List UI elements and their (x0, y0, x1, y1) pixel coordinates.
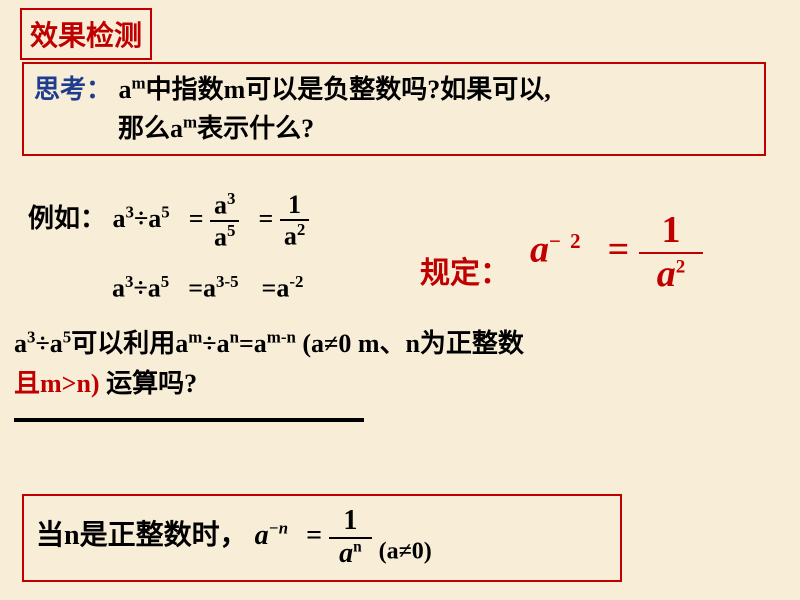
conclusion-box: 当n是正整数时， a−n = 1 an (a≠0) (22, 494, 622, 582)
conclusion-frac: 1 an (329, 506, 372, 570)
rule-expr: a− 2 = 1 a2 (530, 210, 703, 296)
thinking-prefix: 思考： (34, 75, 112, 104)
thinking-box: 思考： am中指数m可以是负整数吗?如果可以, 那么am表示什么? (22, 62, 766, 156)
example-frac1: a3 a5 (210, 190, 239, 253)
section-header-text: 效果检测 (30, 21, 142, 52)
example-expr: a3÷a5 (113, 204, 177, 233)
conclusion-expr: a−n = 1 an (255, 520, 379, 551)
example-line1: 例如： a3÷a5 = a3 a5 = 1 a2 (28, 190, 309, 253)
thinking-line2: 那么am表示什么? (34, 109, 754, 148)
conclusion-cond: (a≠0) (379, 539, 432, 565)
conclusion-pre: 当n是正整数时， (36, 520, 248, 551)
thinking-line1: 思考： am中指数m可以是负整数吗?如果可以, (34, 70, 754, 109)
rule-frac: 1 a2 (639, 210, 704, 296)
question-red: 且m>n) (14, 369, 106, 398)
underline-decoration (14, 418, 364, 422)
rule-label: 规定： (420, 248, 510, 292)
example-line2: a3÷a5 =a3-5 =a-2 (112, 272, 303, 304)
example-frac2: 1 a2 (280, 191, 309, 252)
question-line1: a3÷a5可以利用am÷an=am-n (a≠0 m、n为正整数 且m>n) 运… (14, 324, 784, 405)
section-header: 效果检测 (20, 8, 152, 60)
example-label: 例如： (28, 204, 106, 233)
